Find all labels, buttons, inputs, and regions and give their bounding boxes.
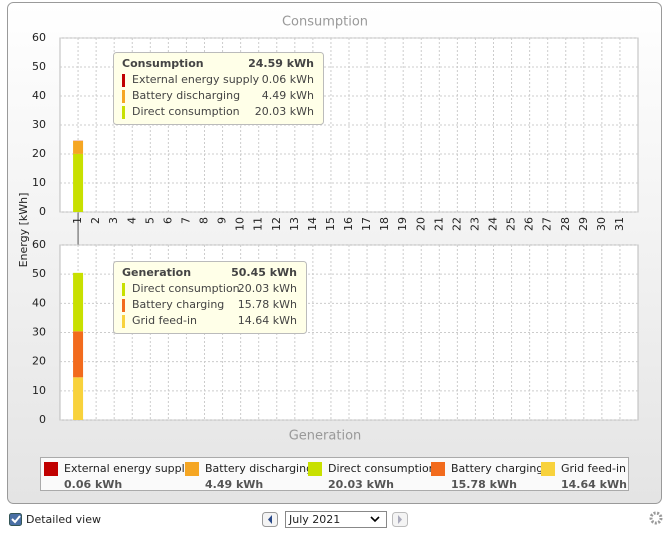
bar-segment [73,331,83,377]
tooltip-item-name: Grid feed-in [132,314,197,327]
tooltip-swatch [122,74,125,87]
x-tick-label: 20 [414,217,427,231]
legend-swatch [44,462,58,476]
y-tick-label: 40 [32,89,46,102]
x-tick-label: 11 [252,217,265,231]
x-tick-label: 27 [541,217,554,231]
x-tick-label: 19 [396,217,409,231]
legend-value: 14.64 kWh [561,478,627,491]
x-tick-label: 18 [378,217,391,231]
x-tick-label: 1 [71,217,84,224]
bar-segment [73,273,83,331]
x-tick-label: 2 [89,217,102,224]
bar-segment [73,377,83,420]
x-tick-label: 12 [270,217,283,231]
x-tick-label: 10 [234,217,247,231]
bar-segment [73,154,83,212]
x-tick-label: 29 [577,217,590,231]
x-tick-label: 26 [523,217,536,231]
y-tick-label: 30 [32,326,46,339]
tooltip-swatch [122,315,125,328]
x-tick-label: 28 [559,217,572,231]
x-tick-label: 22 [450,217,463,231]
tooltip-item-value: 14.64 kWh [238,314,297,327]
checkbox[interactable] [10,514,22,526]
y-tick-label: 20 [32,147,46,160]
x-tick-label: 5 [143,217,156,224]
tooltip-title: Generation [122,266,191,279]
tooltip-title: Consumption [122,57,204,70]
y-tick-label: 20 [32,355,46,368]
tooltip-total: 50.45 kWh [231,266,297,279]
x-tick-label: 16 [342,217,355,231]
tooltip-item-name: Direct consumption [132,282,240,295]
x-tick-label: 9 [216,217,229,224]
x-tick-label: 14 [306,217,319,231]
x-tick-label: 13 [288,217,301,231]
y-tick-label: 50 [32,267,46,280]
y-tick-label: 40 [32,296,46,309]
legend-name: Grid feed-in [561,462,626,475]
tooltip-total: 24.59 kWh [248,57,314,70]
y-tick-label: 0 [39,205,46,218]
y-tick-label: 10 [32,384,46,397]
x-tick-label: 23 [468,217,481,231]
tooltip-swatch [122,90,125,103]
legend-swatch [185,462,199,476]
chart-title: Consumption [282,15,368,30]
y-tick-label: 50 [32,60,46,73]
x-tick-label: 21 [432,217,445,231]
tooltip-item-value: 15.78 kWh [238,298,297,311]
tooltip-item-name: Battery charging [132,298,224,311]
tooltip-item-name: External energy supply [132,73,260,86]
y-tick-label: 0 [39,413,46,426]
tooltip-item-name: Direct consumption [132,105,240,118]
x-tick-label: 3 [107,217,120,224]
x-tick-label: 15 [324,217,337,231]
x-tick-label: 31 [613,217,626,231]
month-select-value: July 2021 [288,513,340,526]
x-tick-label: 7 [179,217,192,224]
tooltip-swatch [122,106,125,119]
y-tick-label: 10 [32,176,46,189]
legend-value: 20.03 kWh [328,478,394,491]
x-tick-label: 17 [360,217,373,231]
bar-segment [73,141,83,154]
x-tick-label: 24 [487,217,500,231]
y-tick-label: 60 [32,31,46,44]
x-tick-label: 25 [505,217,518,231]
legend-value: 15.78 kWh [451,478,517,491]
legend-swatch [308,462,322,476]
chart-title: Generation [289,429,362,444]
settings-icon[interactable] [651,513,661,523]
x-tick-label: 6 [161,217,174,224]
legend-name: Battery discharging [205,462,313,475]
legend-name: Battery charging [451,462,543,475]
legend-name: Direct consumption [328,462,436,475]
tooltip-item-value: 20.03 kWh [255,105,314,118]
y-tick-label: 30 [32,118,46,131]
legend-name: External energy supply [64,462,192,475]
legend-value: 0.06 kWh [64,478,122,491]
tooltip-item-name: Battery discharging [132,89,240,102]
tooltip-swatch [122,299,125,312]
tooltip-item-value: 0.06 kWh [262,73,314,86]
legend-value: 4.49 kWh [205,478,263,491]
tooltip-item-value: 4.49 kWh [262,89,314,102]
legend-swatch [541,462,555,476]
y-tick-label: 60 [32,238,46,251]
x-tick-label: 4 [125,217,138,224]
tooltip-swatch [122,283,125,296]
x-tick-label: 30 [595,217,608,231]
tooltip-item-value: 20.03 kWh [238,282,297,295]
x-tick-label: 8 [198,217,211,224]
y-axis-label: Energy [kWh] [17,193,30,268]
checkbox-label: Detailed view [26,513,101,526]
legend-swatch [431,462,445,476]
